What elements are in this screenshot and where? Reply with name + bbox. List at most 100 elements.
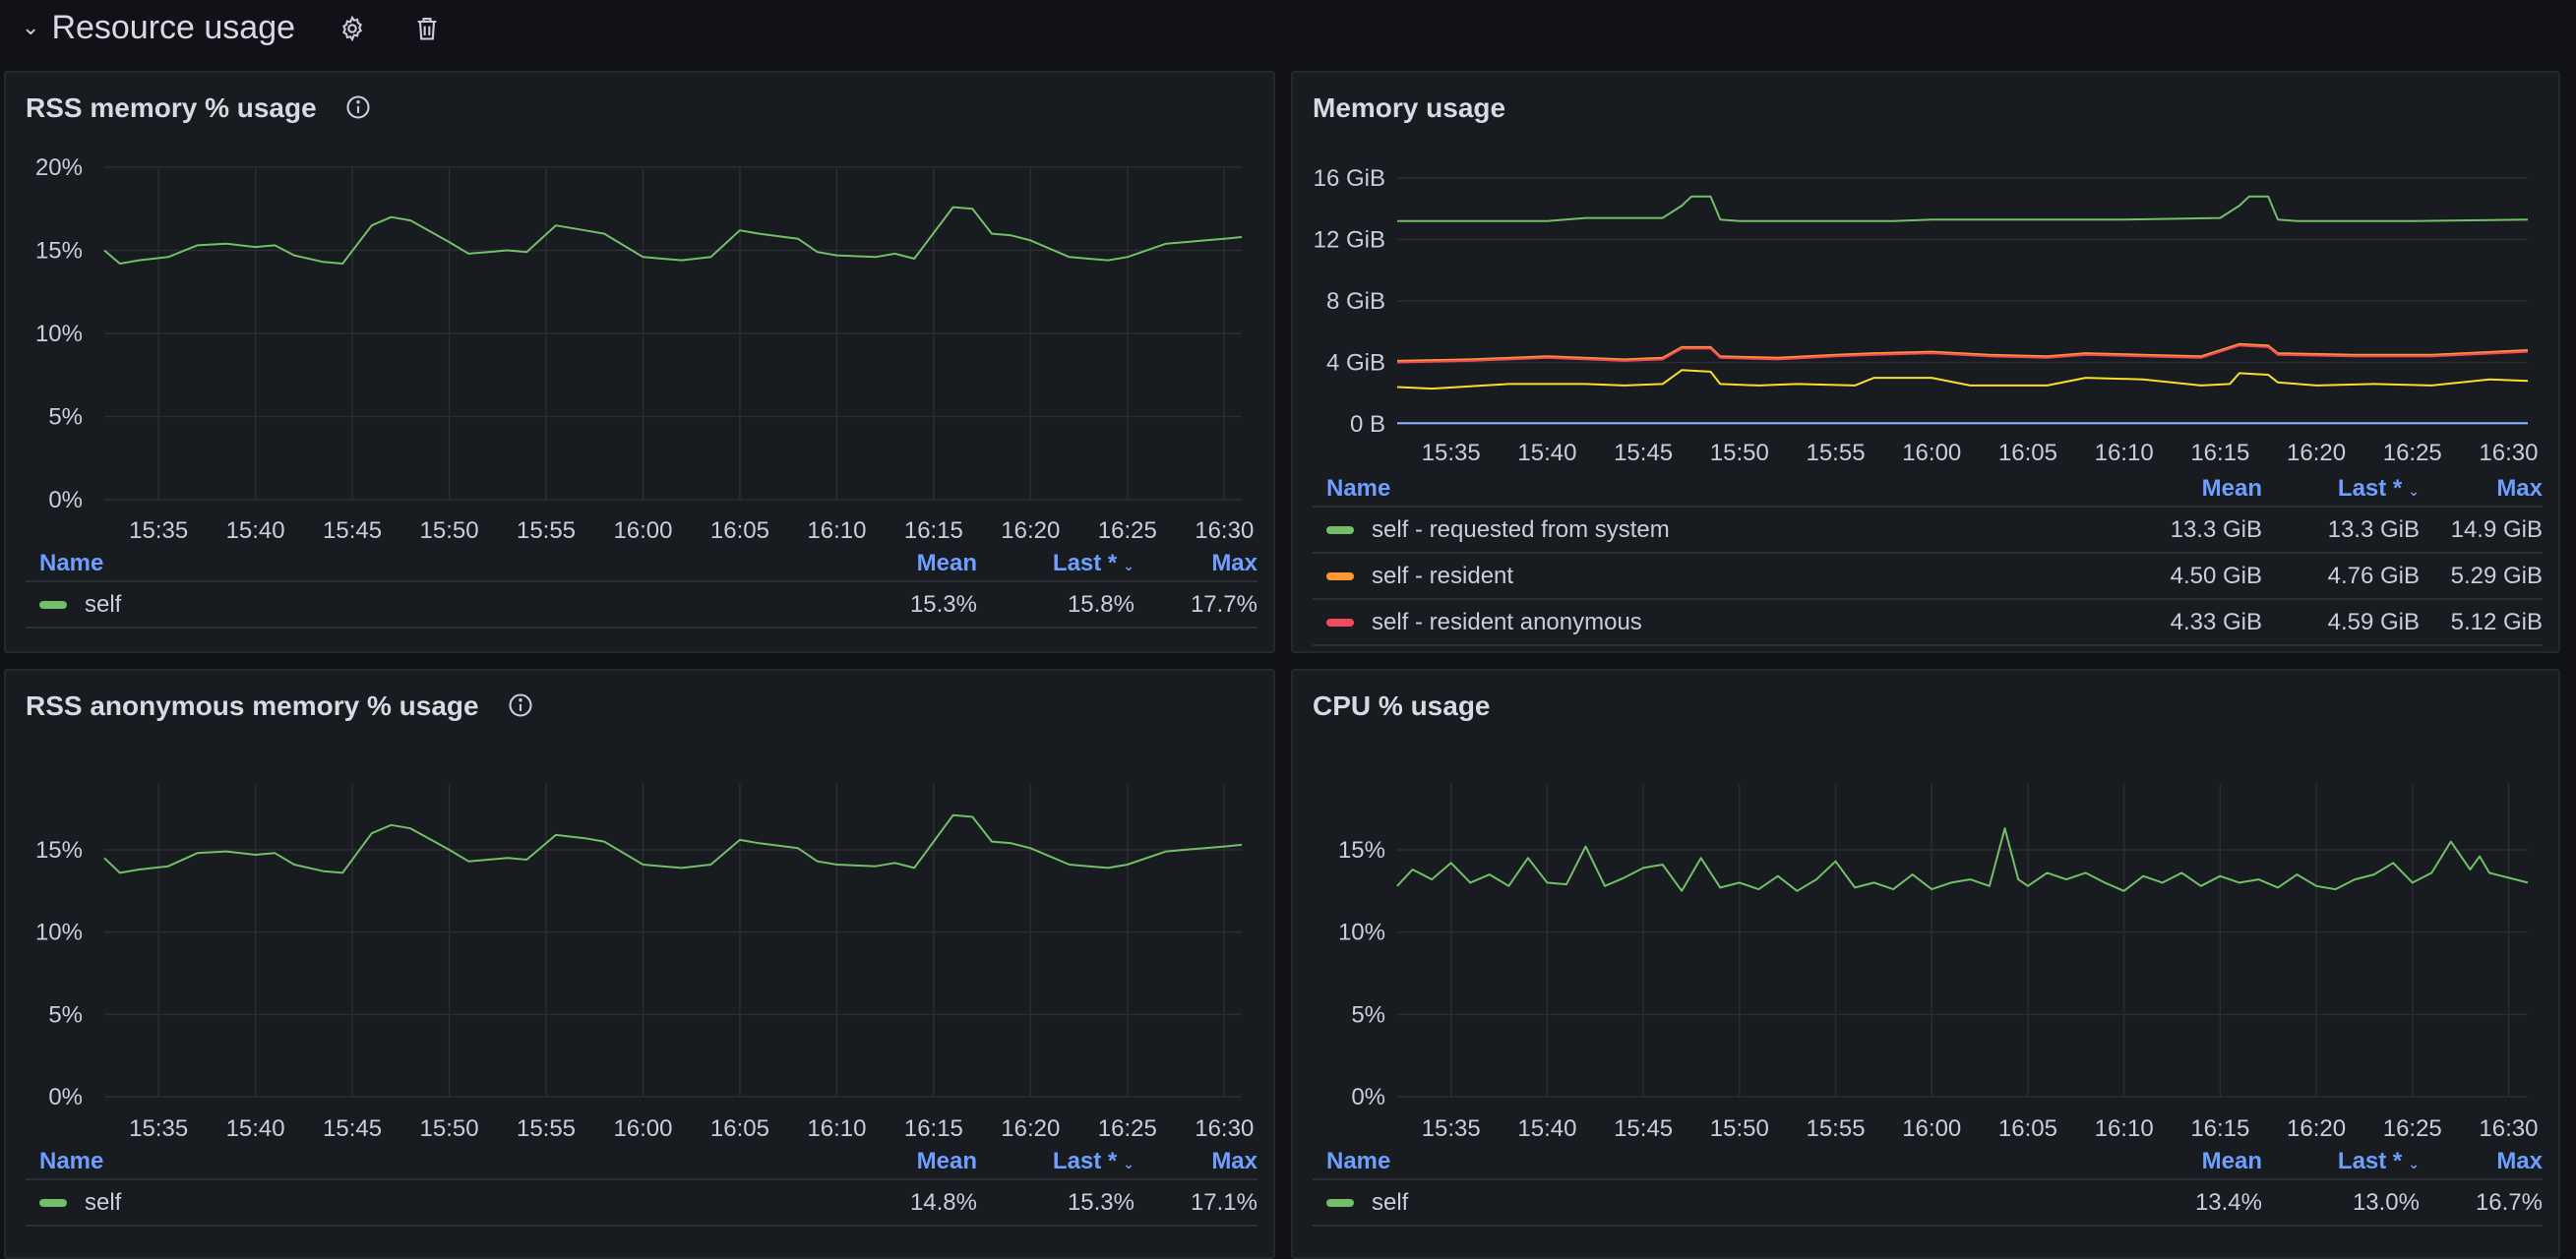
legend-series-name: self - requested from system [1313,516,2115,544]
x-tick-label: 15:55 [517,517,576,544]
x-tick-label: 15:55 [1806,440,1865,466]
x-tick-label: 16:10 [2095,1115,2154,1142]
legend-col-max[interactable]: Max [2496,1148,2543,1174]
legend-col-name[interactable]: Name [1326,475,1391,502]
x-tick-label: 15:45 [1614,1115,1673,1142]
x-tick-label: 15:55 [517,1115,576,1142]
timeseries-chart[interactable]: 0% 5% 10% 15% 15:35 15:40 15:45 15:50 15:55 16:00… [1293,671,2560,1259]
legend-row[interactable]: self 13.4% 13.0% 16.7% [1313,1180,2543,1227]
x-tick-label: 16:10 [807,1115,866,1142]
y-tick-label: 5% [48,1001,83,1028]
series-line [1396,342,2529,362]
legend-table: Name Mean Last * ⌄ Max self 14.8% 15.3% 17.1% [26,1145,1257,1227]
x-tick-label: 15:35 [1422,440,1481,466]
series-color-swatch [1326,525,1354,534]
y-tick-label: 10% [35,321,83,347]
chevron-down-icon: ⌄ [2408,1156,2420,1171]
panel-rss-anonymous-memory-usage: RSS anonymous memory % usage 0% 5% 10% 15% 1… [4,669,1275,1259]
legend-max-value: 5.29 GiB [2450,562,2543,589]
gear-icon[interactable] [334,10,371,47]
panel-title: Memory usage [1313,92,1505,124]
x-tick-label: 16:05 [1998,440,2057,466]
legend-row[interactable]: self - requested from system 13.3 GiB 13.3… [1313,508,2543,554]
x-tick-label: 15:35 [1422,1115,1481,1142]
panel-title-text: CPU % usage [1313,690,1491,721]
legend-mean-value: 4.50 GiB [2170,562,2262,589]
legend-col-mean[interactable]: Mean [916,550,977,576]
x-tick-label: 15:55 [1806,1115,1865,1142]
legend-mean-value: 4.33 GiB [2170,608,2262,635]
series-color-swatch [1326,1198,1354,1207]
x-tick-label: 16:10 [807,517,866,544]
x-tick-label: 16:25 [2383,1115,2442,1142]
legend-col-max[interactable]: Max [1211,550,1257,576]
y-tick-label: 0% [48,487,83,513]
x-tick-label: 15:35 [129,517,188,544]
legend-col-name[interactable]: Name [1326,1148,1391,1174]
legend-col-last[interactable]: Last * ⌄ [1052,1148,1135,1174]
legend-row[interactable]: self - resident 4.50 GiB 4.76 GiB 5.29 GiB [1313,554,2543,600]
legend-max-value: 16.7% [2475,1188,2543,1216]
x-tick-label: 15:45 [1614,440,1673,466]
trash-icon[interactable] [408,10,446,47]
legend-col-last[interactable]: Last * ⌄ [2337,475,2420,502]
y-tick-label: 15% [1338,837,1385,864]
legend-col-name[interactable]: Name [39,1148,104,1174]
x-tick-label: 16:05 [710,517,769,544]
legend-col-max[interactable]: Max [1211,1148,1257,1174]
x-tick-label: 16:15 [2190,1115,2249,1142]
x-tick-label: 15:50 [420,1115,479,1142]
legend-col-name[interactable]: Name [39,550,104,576]
info-icon[interactable] [507,691,536,721]
row-header: ⌄ Resource usage [0,0,2576,59]
series-color-swatch [39,600,67,609]
legend-row[interactable]: self 14.8% 15.3% 17.1% [26,1180,1257,1227]
panel-title-text: Memory usage [1313,92,1506,123]
legend-header: Name Mean Last * ⌄ Max [1313,472,2543,508]
legend-table: Name Mean Last * ⌄ Max self 15.3% 15.8% 17.7% [26,547,1257,629]
legend-col-mean[interactable]: Mean [2201,1148,2262,1174]
legend-mean-value: 15.3% [909,590,977,618]
y-tick-label: 8 GiB [1326,288,1385,315]
x-tick-label: 15:50 [420,517,479,544]
x-tick-label: 16:25 [1098,1115,1157,1142]
timeseries-chart[interactable]: 0 B 4 GiB 8 GiB 12 GiB 16 GiB 15:35 15:40 15:45… [1293,73,2560,653]
legend-series-name: self [26,591,829,619]
legend-col-last[interactable]: Last * ⌄ [1052,550,1135,576]
x-tick-label: 15:40 [1517,1115,1576,1142]
legend-col-last[interactable]: Last * ⌄ [2337,1148,2420,1174]
legend-mean-value: 13.4% [2194,1188,2262,1216]
y-tick-label: 10% [1338,920,1385,946]
panel-rss-memory-usage: RSS memory % usage 0% 5% 10% 15% 20% 15:35 15:… [4,71,1275,653]
row-collapse-toggle[interactable]: ⌄ Resource usage [22,4,295,51]
legend-row[interactable]: self - resident anonymous 4.33 GiB 4.59 Gi… [1313,600,2543,646]
x-tick-label: 15:40 [226,1115,285,1142]
legend-col-mean[interactable]: Mean [916,1148,977,1174]
series-color-swatch [1326,618,1354,627]
y-tick-label: 5% [1351,1001,1385,1028]
x-tick-label: 16:10 [2095,440,2154,466]
legend-col-mean[interactable]: Mean [2201,475,2262,502]
x-tick-label: 16:00 [1902,440,1961,466]
legend-col-max[interactable]: Max [2496,475,2543,502]
x-tick-label: 15:40 [1517,440,1576,466]
y-tick-label: 20% [35,154,83,181]
legend-series-name: self - resident anonymous [1313,609,2115,636]
timeseries-chart[interactable]: 0% 5% 10% 15% 20% 15:35 15:40 15:45 15:50 15:55 16… [6,73,1275,653]
series-color-swatch [1326,571,1354,580]
x-tick-label: 15:40 [226,517,285,544]
x-tick-label: 16:30 [2479,440,2538,466]
y-tick-label: 5% [48,404,83,431]
info-icon[interactable] [344,93,374,123]
chevron-down-icon: ⌄ [1123,558,1135,573]
x-tick-label: 16:15 [2190,440,2249,466]
y-tick-label: 15% [35,837,83,864]
panel-title: RSS memory % usage [26,92,374,124]
x-tick-label: 15:35 [129,1115,188,1142]
legend-mean-value: 13.3 GiB [2170,515,2262,543]
x-tick-label: 16:00 [1902,1115,1961,1142]
legend-last-value: 15.8% [1067,590,1135,618]
timeseries-chart[interactable]: 0% 5% 10% 15% 15:35 15:40 15:45 15:50 15:55 16:00… [6,671,1275,1259]
legend-row[interactable]: self 15.3% 15.8% 17.7% [26,582,1257,629]
series-line [103,813,1243,874]
